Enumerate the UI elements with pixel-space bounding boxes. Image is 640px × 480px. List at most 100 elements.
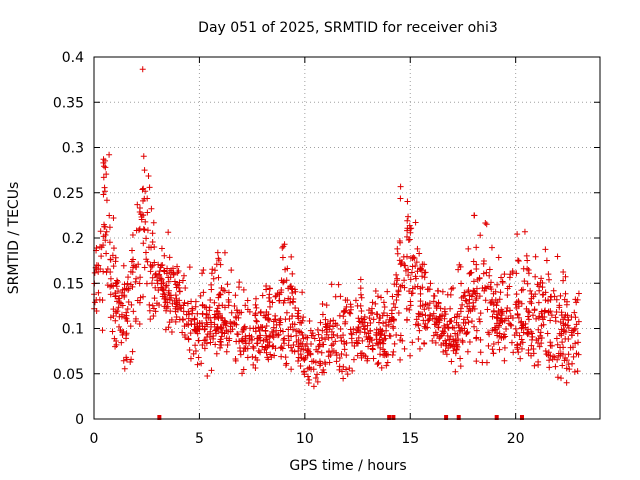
- data-point: [145, 173, 152, 180]
- data-point: [554, 253, 561, 260]
- data-point: [572, 314, 579, 321]
- data-point: [298, 354, 305, 361]
- data-point: [168, 328, 175, 335]
- data-point: [514, 342, 521, 349]
- data-point: [407, 298, 414, 305]
- data-point: [301, 356, 308, 363]
- data-point: [389, 352, 396, 359]
- data-point: [504, 291, 511, 298]
- data-point: [141, 264, 148, 271]
- data-point: [390, 300, 397, 307]
- data-point: [322, 361, 329, 368]
- data-point: [330, 331, 337, 338]
- data-point: [470, 278, 477, 285]
- data-point: [530, 293, 537, 300]
- data-point: [496, 330, 503, 337]
- data-point: [495, 314, 502, 321]
- data-point: [266, 298, 273, 305]
- data-point: [125, 274, 132, 281]
- data-point: [514, 312, 521, 319]
- data-point: [253, 318, 260, 325]
- data-point: [300, 335, 307, 342]
- data-point: [214, 305, 221, 312]
- gap-markers: [157, 415, 524, 420]
- data-point: [141, 226, 148, 233]
- data-point: [181, 299, 188, 306]
- data-point: [149, 230, 156, 237]
- data-point: [542, 347, 549, 354]
- data-point: [289, 290, 296, 297]
- data-point: [127, 358, 134, 365]
- data-point: [433, 315, 440, 322]
- data-point: [375, 329, 382, 336]
- data-point: [383, 323, 390, 330]
- data-point: [140, 197, 147, 204]
- data-point: [116, 323, 123, 330]
- data-point: [310, 366, 317, 373]
- data-point: [101, 188, 108, 195]
- data-point: [137, 211, 144, 218]
- data-point: [365, 307, 372, 314]
- data-point: [211, 299, 218, 306]
- data-point: [291, 286, 298, 293]
- y-tick-label: 0.1: [62, 322, 84, 338]
- data-point: [130, 262, 137, 269]
- data-point: [461, 289, 468, 296]
- data-point: [216, 291, 223, 298]
- data-point: [483, 359, 490, 366]
- data-point: [360, 316, 367, 323]
- data-point: [208, 281, 215, 288]
- data-point: [95, 289, 102, 296]
- data-point: [573, 299, 580, 306]
- data-point: [565, 316, 572, 323]
- data-point: [284, 265, 291, 272]
- data-point: [430, 310, 437, 317]
- data-point: [158, 245, 165, 252]
- data-point: [219, 329, 226, 336]
- data-point: [202, 336, 209, 343]
- data-point: [415, 321, 422, 328]
- data-point: [166, 319, 173, 326]
- data-point: [497, 289, 504, 296]
- data-point: [155, 287, 162, 294]
- data-point: [128, 356, 135, 363]
- data-point: [185, 336, 192, 343]
- data-point: [220, 321, 227, 328]
- data-point: [407, 352, 414, 359]
- data-point: [485, 342, 492, 349]
- data-point: [476, 316, 483, 323]
- data-point: [341, 308, 348, 315]
- data-point: [199, 341, 206, 348]
- data-point: [115, 304, 122, 311]
- data-point: [257, 308, 264, 315]
- data-point: [554, 374, 561, 381]
- data-point: [208, 319, 215, 326]
- data-point: [103, 197, 110, 204]
- data-point: [501, 331, 508, 338]
- data-point: [142, 218, 149, 225]
- data-point: [403, 317, 410, 324]
- data-point: [242, 333, 249, 340]
- data-point: [489, 346, 496, 353]
- data-point: [500, 334, 507, 341]
- data-point: [307, 350, 314, 357]
- data-point: [195, 337, 202, 344]
- data-point: [362, 353, 369, 360]
- data-point: [192, 328, 199, 335]
- data-point: [165, 274, 172, 281]
- data-point: [217, 324, 224, 331]
- data-point: [575, 351, 582, 358]
- data-point: [143, 235, 150, 242]
- data-point: [557, 344, 564, 351]
- data-point: [213, 307, 220, 314]
- data-point: [412, 275, 419, 282]
- data-point: [240, 324, 247, 331]
- data-point: [435, 324, 442, 331]
- y-axis-label: SRMTID / TECUs: [6, 182, 22, 295]
- data-point: [358, 294, 365, 301]
- data-point: [179, 277, 186, 284]
- data-point: [562, 311, 569, 318]
- data-point: [110, 214, 117, 221]
- y-tick-label: 0.25: [53, 186, 84, 202]
- data-point: [416, 327, 423, 334]
